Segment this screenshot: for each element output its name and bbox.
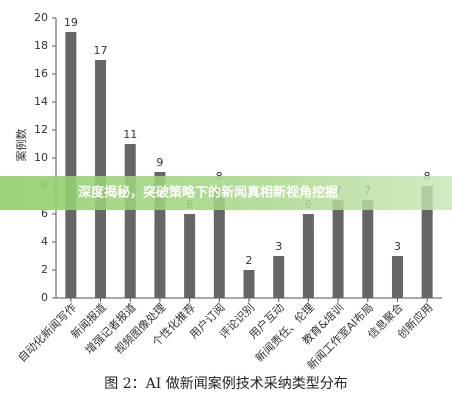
bar	[124, 144, 136, 298]
y-tick-label: 10	[34, 151, 48, 164]
bar	[391, 256, 403, 298]
value-label: 2	[246, 254, 253, 267]
value-label: 11	[123, 128, 137, 141]
y-tick-label: 0	[41, 291, 48, 304]
bar	[65, 32, 77, 298]
y-tick-label: 20	[34, 11, 48, 24]
y-tick-label: 6	[41, 207, 48, 220]
y-tick-label: 18	[34, 39, 48, 52]
bar	[213, 186, 225, 298]
bar	[302, 214, 314, 298]
bar	[154, 172, 166, 298]
value-label: 3	[275, 240, 282, 253]
banner	[0, 176, 452, 210]
banner-text: 深度揭秘，突破策略下的新闻真相新视角挖掘	[78, 185, 338, 201]
bar	[243, 270, 255, 298]
y-tick-label: 14	[34, 95, 48, 108]
bar	[332, 200, 344, 298]
caption: 图 2：AI 做新闻案例技术采纳类型分布	[104, 375, 347, 392]
bar	[421, 186, 433, 298]
y-tick-label: 16	[34, 67, 48, 80]
bar	[184, 214, 196, 298]
y-tick-label: 2	[41, 263, 48, 276]
value-label: 3	[394, 240, 401, 253]
value-label: 9	[156, 156, 163, 169]
bar	[362, 200, 374, 298]
value-label: 17	[94, 44, 108, 57]
bar	[273, 256, 285, 298]
y-tick-label: 4	[41, 235, 48, 248]
y-axis-label: 案例数	[14, 129, 28, 162]
value-label: 19	[64, 16, 78, 29]
y-tick-label: 12	[34, 123, 48, 136]
